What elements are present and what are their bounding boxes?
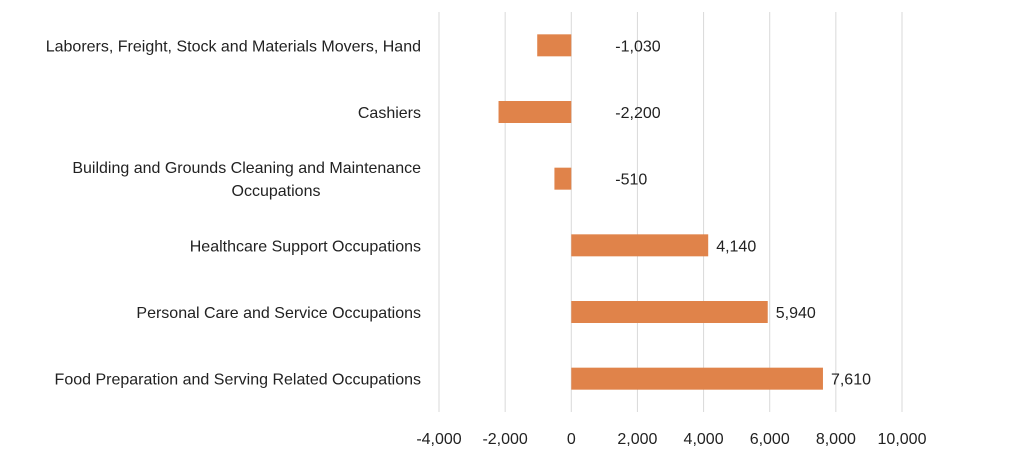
data-labels: -1,030 -2,200 -510 4,140 5,940 7,610: [615, 38, 871, 388]
category-label: Personal Care and Service Occupations: [136, 305, 421, 322]
category-label-line: Laborers, Freight, Stock and Materials M…: [46, 38, 421, 55]
category-label-line: Food Preparation and Serving Related Occ…: [55, 372, 421, 389]
data-label: 7,610: [831, 372, 871, 389]
category-label-line: Personal Care and Service Occupations: [136, 305, 421, 322]
data-label: -510: [615, 172, 647, 189]
category-label-line: Cashiers: [358, 105, 421, 122]
bar: [571, 234, 709, 257]
x-tick-label: -2,000: [482, 431, 527, 448]
data-label: 4,140: [716, 238, 756, 255]
data-label: -2,200: [615, 105, 660, 122]
bar: [537, 34, 572, 57]
category-label: Food Preparation and Serving Related Occ…: [55, 372, 421, 389]
category-label: Cashiers: [358, 105, 421, 122]
category-labels: Laborers, Freight, Stock and Materials M…: [46, 38, 421, 388]
x-tick-label: 4,000: [684, 431, 724, 448]
x-tick-label: -4,000: [416, 431, 461, 448]
x-tick-label: 6,000: [750, 431, 790, 448]
x-axis-tick-labels: -4,000 -2,000 0 2,000 4,000 6,000 8,000 10,000: [416, 431, 926, 448]
category-label: Laborers, Freight, Stock and Materials M…: [46, 38, 421, 55]
x-tick-label: 8,000: [816, 431, 856, 448]
gridlines: [438, 12, 903, 412]
bar: [571, 367, 823, 390]
category-label-line: Healthcare Support Occupations: [190, 238, 421, 255]
category-label-line: Occupations: [232, 183, 321, 200]
data-label: 5,940: [776, 305, 816, 322]
x-tick-label: 2,000: [617, 431, 657, 448]
x-tick-label: 10,000: [878, 431, 927, 448]
bar: [571, 301, 768, 323]
category-label: Healthcare Support Occupations: [190, 238, 421, 255]
data-label: -1,030: [615, 38, 660, 55]
category-label-line: Building and Grounds Cleaning and Mainte…: [72, 160, 421, 177]
bar: [498, 101, 572, 123]
bars: [498, 34, 823, 390]
x-tick-label: 0: [567, 431, 576, 448]
bar: [554, 167, 572, 190]
category-label: Building and Grounds Cleaning and Mainte…: [72, 160, 421, 200]
